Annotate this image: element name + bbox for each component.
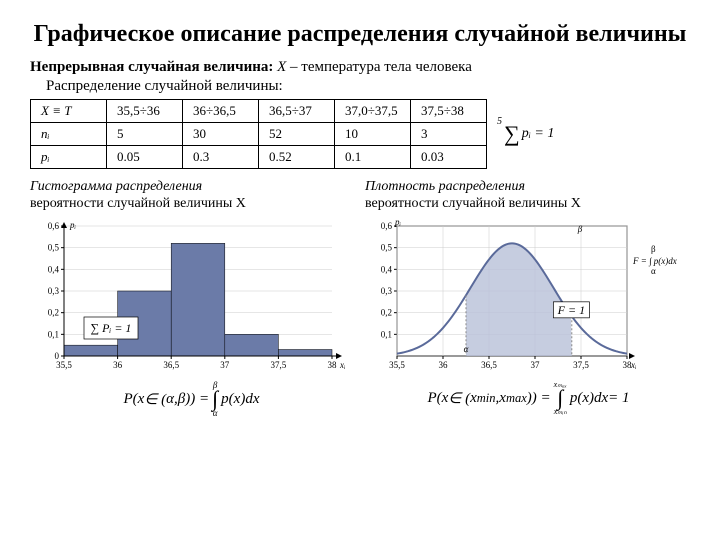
density-block: 0,10,20,30,40,50,635,53636,53737,538αβpᵢ… bbox=[367, 216, 690, 418]
svg-text:β: β bbox=[651, 244, 656, 254]
charts-row: 00,10,20,30,40,50,635,53636,53737,538pᵢx… bbox=[30, 216, 690, 418]
table-row: nᵢ 5 30 52 10 3 bbox=[31, 122, 487, 145]
svg-text:37: 37 bbox=[220, 360, 230, 370]
svg-text:0,6: 0,6 bbox=[48, 221, 60, 231]
histogram-chart: 00,10,20,30,40,50,635,53636,53737,538pᵢx… bbox=[30, 216, 350, 376]
sub1-var: X bbox=[277, 59, 286, 75]
table-cell: 0.3 bbox=[183, 145, 259, 168]
sub1-prefix: Непрерывная случайная величина: bbox=[30, 59, 277, 75]
svg-text:37: 37 bbox=[531, 360, 541, 370]
svg-text:0,4: 0,4 bbox=[381, 265, 393, 275]
svg-text:36: 36 bbox=[439, 360, 449, 370]
subtitle-2: Распределение случайной величины: bbox=[46, 78, 690, 95]
table-cell: 5 bbox=[107, 122, 183, 145]
histogram-block: 00,10,20,30,40,50,635,53636,53737,538pᵢx… bbox=[30, 216, 353, 418]
sigma-formula: 5 ∑ pᵢ = 1 bbox=[497, 121, 554, 147]
table-cell: 0.1 bbox=[335, 145, 411, 168]
svg-text:0,2: 0,2 bbox=[48, 308, 59, 318]
caption-left-1: Гистограмма распределения bbox=[30, 179, 202, 194]
svg-text:36: 36 bbox=[113, 360, 123, 370]
table-row: X ≡ T 35,5÷36 36÷36,5 36,5÷37 37,0÷37,5 … bbox=[31, 99, 487, 122]
formula-right: P(x ∈ (xmin, xmax)) = xₘₐₓ ∫ xₘᵢₙ p(x)dx… bbox=[367, 380, 690, 416]
sigma-body: pᵢ = 1 bbox=[522, 126, 555, 142]
caption-left-2: вероятности случайной величины X bbox=[30, 196, 246, 211]
table-cell: 0.03 bbox=[411, 145, 487, 168]
table-cell: 0.05 bbox=[107, 145, 183, 168]
sub1-suffix: – температура тела человека bbox=[290, 59, 472, 75]
table-cell: 52 bbox=[259, 122, 335, 145]
svg-text:35,5: 35,5 bbox=[389, 360, 405, 370]
caption-right-2: вероятности случайной величины X bbox=[365, 196, 581, 211]
svg-text:pᵢ: pᵢ bbox=[394, 217, 402, 227]
int-lb: xₘᵢₙ bbox=[554, 407, 567, 416]
table-cell: 37,5÷38 bbox=[411, 99, 487, 122]
svg-text:0,4: 0,4 bbox=[48, 265, 60, 275]
caption-right: Плотность распределения вероятности случ… bbox=[365, 179, 690, 213]
row-label: pᵢ bbox=[31, 145, 107, 168]
svg-text:xᵢ: xᵢ bbox=[339, 360, 346, 370]
svg-text:36,5: 36,5 bbox=[481, 360, 497, 370]
table-container: X ≡ T 35,5÷36 36÷36,5 36,5÷37 37,0÷37,5 … bbox=[30, 99, 690, 169]
svg-text:38: 38 bbox=[328, 360, 338, 370]
row-label: X ≡ T bbox=[31, 99, 107, 122]
table-cell: 36,5÷37 bbox=[259, 99, 335, 122]
svg-text:F = 1: F = 1 bbox=[557, 303, 585, 317]
svg-text:0,6: 0,6 bbox=[381, 221, 393, 231]
density-chart: 0,10,20,30,40,50,635,53636,53737,538αβpᵢ… bbox=[367, 216, 687, 376]
svg-text:0,5: 0,5 bbox=[48, 243, 60, 253]
svg-text:35,5: 35,5 bbox=[56, 360, 72, 370]
svg-text:pᵢ: pᵢ bbox=[69, 220, 77, 230]
row-label: nᵢ bbox=[31, 122, 107, 145]
chart-captions: Гистограмма распределения вероятности сл… bbox=[30, 179, 690, 213]
table-cell: 30 bbox=[183, 122, 259, 145]
svg-text:37,5: 37,5 bbox=[573, 360, 589, 370]
table-cell: 36÷36,5 bbox=[183, 99, 259, 122]
sigma-sup: 5 bbox=[497, 116, 502, 127]
svg-text:0,1: 0,1 bbox=[381, 330, 392, 340]
svg-text:36,5: 36,5 bbox=[163, 360, 179, 370]
table-cell: 3 bbox=[411, 122, 487, 145]
svg-text:xᵢ: xᵢ bbox=[630, 360, 637, 370]
formula-left: P(x ∈ (α, β)) = β ∫ α p(x)dx bbox=[30, 380, 353, 418]
table-cell: 10 bbox=[335, 122, 411, 145]
caption-right-1: Плотность распределения bbox=[365, 179, 525, 194]
svg-text:α: α bbox=[651, 266, 656, 276]
svg-text:0,3: 0,3 bbox=[48, 286, 60, 296]
table-cell: 0.52 bbox=[259, 145, 335, 168]
svg-text:37,5: 37,5 bbox=[271, 360, 287, 370]
table-row: pᵢ 0.05 0.3 0.52 0.1 0.03 bbox=[31, 145, 487, 168]
caption-left: Гистограмма распределения вероятности сл… bbox=[30, 179, 355, 213]
distribution-table: X ≡ T 35,5÷36 36÷36,5 36,5÷37 37,0÷37,5 … bbox=[30, 99, 487, 169]
svg-text:∑ Pᵢ = 1: ∑ Pᵢ = 1 bbox=[91, 321, 132, 335]
svg-text:α: α bbox=[464, 344, 469, 354]
svg-text:0,2: 0,2 bbox=[381, 308, 392, 318]
svg-text:0,3: 0,3 bbox=[381, 286, 393, 296]
svg-text:β: β bbox=[577, 224, 583, 234]
int-lb: α bbox=[213, 408, 218, 418]
svg-text:0,5: 0,5 bbox=[381, 243, 393, 253]
table-cell: 37,0÷37,5 bbox=[335, 99, 411, 122]
svg-text:0,1: 0,1 bbox=[48, 330, 59, 340]
subtitle-1: Непрерывная случайная величина: X – темп… bbox=[30, 59, 690, 76]
page-title: Графическое описание распределения случа… bbox=[30, 20, 690, 49]
table-cell: 35,5÷36 bbox=[107, 99, 183, 122]
